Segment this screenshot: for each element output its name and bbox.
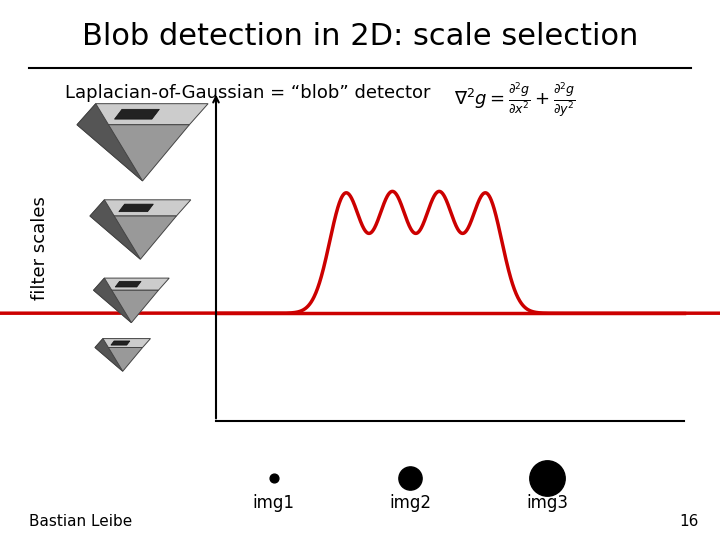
Point [268, 474, 279, 482]
Text: img2: img2 [390, 494, 431, 512]
Polygon shape [119, 204, 153, 212]
Polygon shape [94, 291, 158, 322]
Point [405, 474, 416, 482]
Text: Bastian Leibe: Bastian Leibe [29, 514, 132, 529]
Polygon shape [111, 341, 130, 345]
Polygon shape [115, 281, 141, 287]
Polygon shape [94, 278, 132, 322]
Polygon shape [90, 200, 191, 216]
Text: filter scales: filter scales [30, 197, 49, 300]
Polygon shape [77, 125, 189, 181]
Polygon shape [95, 339, 150, 348]
Polygon shape [95, 339, 122, 372]
Text: Blob detection in 2D: scale selection: Blob detection in 2D: scale selection [82, 22, 638, 51]
Polygon shape [90, 200, 140, 259]
Polygon shape [94, 278, 169, 291]
Polygon shape [77, 104, 208, 125]
Text: img1: img1 [253, 494, 294, 512]
Point [541, 474, 553, 482]
Text: 16: 16 [679, 514, 698, 529]
Polygon shape [95, 348, 143, 372]
Text: Laplacian-of-Gaussian = “blob” detector: Laplacian-of-Gaussian = “blob” detector [65, 84, 431, 102]
Polygon shape [114, 109, 159, 119]
Text: img3: img3 [526, 494, 568, 512]
Polygon shape [90, 216, 176, 259]
Text: $\nabla^2 g = \frac{\partial^2 g}{\partial x^2} + \frac{\partial^2 g}{\partial y: $\nabla^2 g = \frac{\partial^2 g}{\parti… [454, 81, 575, 120]
Polygon shape [77, 104, 143, 181]
